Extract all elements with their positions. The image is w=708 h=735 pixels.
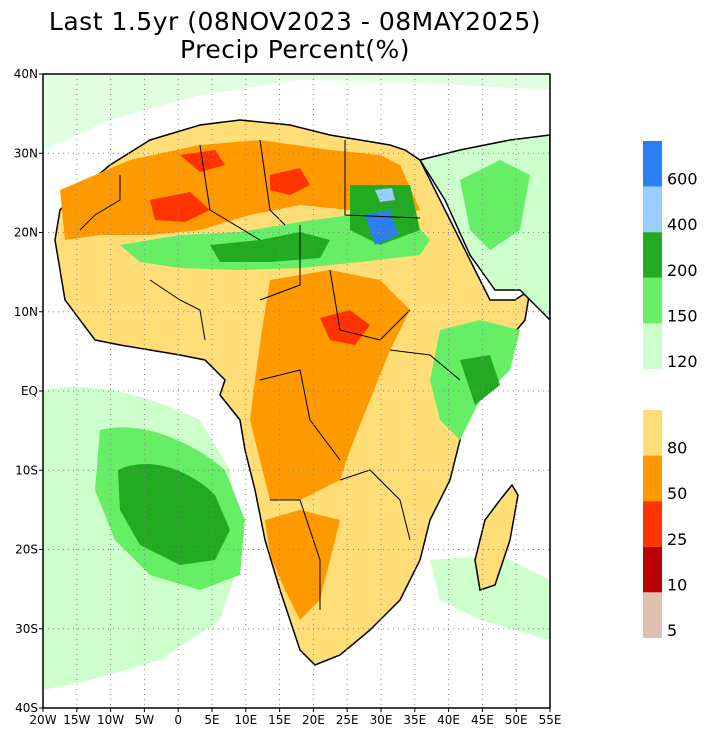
- colorbar-dry-label: 5: [667, 621, 677, 640]
- lat-tick-label: 10S: [15, 463, 38, 477]
- map-title-line1: Last 1.5yr (08NOV2023 - 08MAY2025): [48, 7, 542, 36]
- lat-tick-label: 20S: [15, 543, 38, 557]
- colorbar-wet-swatch: [643, 277, 662, 324]
- colorbar-wet-label: 600: [667, 170, 698, 189]
- colorbar-dry-swatch: [643, 455, 662, 502]
- lon-tick-label: 45E: [471, 713, 494, 727]
- colorbar-wet-label: 200: [667, 261, 698, 280]
- lon-tick-label: 50E: [505, 713, 528, 727]
- colorbar-dry-label: 10: [667, 575, 687, 594]
- colorbar-wet-label: 400: [667, 215, 698, 234]
- lon-tick-label: 10W: [97, 713, 124, 727]
- lon-tick-label: 20E: [302, 713, 325, 727]
- central-africa-dry: [250, 270, 410, 500]
- colorbar-dry: 80 50 25 10 5: [643, 410, 687, 640]
- colorbar-wet-swatch: [643, 232, 662, 278]
- colorbar-wet-label: 120: [667, 352, 698, 371]
- lat-tick-label: 40N: [14, 67, 38, 81]
- map-title-line2: Precip Percent(%): [179, 35, 411, 64]
- lon-tick-label: 40E: [437, 713, 460, 727]
- colorbar-dry-label: 80: [667, 439, 687, 458]
- atlantic-wet-center: [118, 464, 230, 565]
- lat-tick-label: 30N: [14, 146, 38, 160]
- indian-ocean-wet: [430, 555, 550, 640]
- lon-tick-label: 30E: [370, 713, 393, 727]
- egypt-wet-patch: [375, 188, 395, 202]
- colorbar-dry-swatch: [643, 592, 662, 638]
- lon-tick-label: 10E: [234, 713, 257, 727]
- lon-tick-label: 15E: [268, 713, 291, 727]
- lon-tick-label: 20W: [29, 713, 56, 727]
- sahara-extreme-dry-1: [150, 192, 210, 222]
- colorbar-wet-swatch: [643, 323, 662, 369]
- lon-tick-label: 25E: [336, 713, 359, 727]
- lat-tick-label: 40S: [15, 701, 38, 715]
- sudan-very-wet: [365, 210, 398, 245]
- mediterranean-wet: [43, 74, 550, 150]
- lat-tick-label: EQ: [21, 384, 38, 398]
- lon-tick-label: 35E: [403, 713, 426, 727]
- madagascar: [474, 483, 519, 591]
- lon-tick-label: 5W: [135, 713, 155, 727]
- lon-tick-label: 5E: [204, 713, 219, 727]
- lat-tick-label: 20N: [14, 226, 38, 240]
- arabia-wet-core: [460, 160, 530, 250]
- sahara-dry-band: [60, 140, 420, 240]
- lon-tick-label: 0: [174, 713, 182, 727]
- map-field: [43, 74, 550, 708]
- colorbar-wet-swatch: [643, 186, 662, 233]
- central-africa-extreme-dry: [320, 310, 370, 345]
- southern-africa-dry: [265, 510, 340, 620]
- colorbar-dry-swatch: [643, 410, 662, 456]
- lon-tick-label: 15W: [63, 713, 90, 727]
- lat-tick-label: 30S: [15, 622, 38, 636]
- lon-tick-label: 55E: [539, 713, 562, 727]
- colorbar-dry-swatch: [643, 546, 662, 593]
- graticule: [43, 74, 550, 708]
- colorbar-wet-label: 150: [667, 306, 698, 325]
- longitude-ticks: 20W 15W 10W 5W 0 5E 10E 15E 20E 25E 30E 35E 40E 45E 50…: [29, 708, 561, 727]
- colorbar-wet-swatch: [643, 141, 662, 187]
- colorbar-dry-label: 25: [667, 530, 687, 549]
- latitude-ticks: 40N 30N 20N 10N EQ 10S 20S 30S 40S: [14, 67, 43, 715]
- lat-tick-label: 10N: [14, 305, 38, 319]
- colorbar-dry-label: 50: [667, 484, 687, 503]
- colorbar-wet: 600 400 200 150 120: [643, 141, 698, 371]
- east-africa-wet-core: [460, 355, 500, 405]
- colorbar-dry-swatch: [643, 501, 662, 547]
